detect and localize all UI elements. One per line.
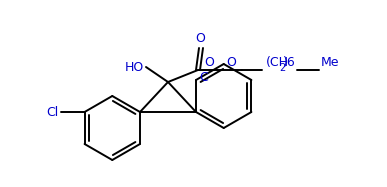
Text: 2: 2: [279, 63, 285, 73]
Text: HO: HO: [125, 61, 144, 73]
Text: Cl: Cl: [46, 105, 58, 119]
Text: O: O: [226, 56, 236, 69]
Text: C: C: [199, 71, 208, 84]
Text: O: O: [195, 32, 205, 45]
Text: (CH: (CH: [266, 56, 289, 69]
Text: )6: )6: [283, 56, 296, 69]
Text: O: O: [204, 56, 214, 69]
Text: Me: Me: [321, 56, 339, 69]
